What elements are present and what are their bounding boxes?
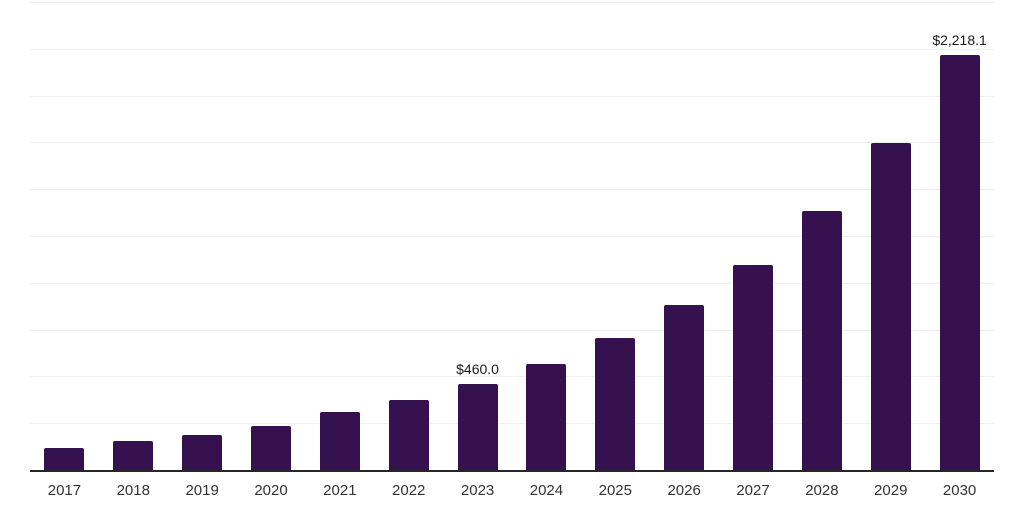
value-label-2023: $460.0 [456, 360, 499, 377]
bar-2021 [319, 411, 360, 470]
bar-2025 [595, 338, 636, 470]
gridline [30, 189, 994, 191]
x-tick-label-2025: 2025 [598, 482, 632, 499]
bar-2027 [733, 265, 773, 470]
gridline [30, 423, 994, 425]
gridline [30, 282, 994, 284]
x-axis-tick-labels: 2017 2018 2019 2020 2021 2022 2023 2024 2025 2026… [30, 482, 994, 499]
x-tick-label-2017: 2017 [47, 482, 82, 499]
x-tick-label-2028: 2028 [805, 482, 839, 499]
x-tick-label-2024: 2024 [529, 482, 564, 499]
bar-2026 [664, 305, 705, 470]
gridline [30, 376, 994, 378]
bar-2023 [457, 383, 498, 470]
bar-2028 [801, 210, 842, 470]
bar-2022 [388, 400, 429, 470]
bar-2019 [182, 434, 223, 470]
plot-area: $460.0 $2,218.1 [30, 2, 994, 470]
bar-2018 [113, 440, 154, 470]
x-tick-label-2029: 2029 [874, 482, 908, 499]
x-tick-label-2030: 2030 [942, 482, 977, 499]
x-tick-label-2022: 2022 [392, 482, 426, 499]
bar-2024 [526, 363, 567, 470]
bar-2029 [870, 142, 911, 470]
bar-2017 [44, 447, 85, 470]
gridline [30, 329, 994, 331]
x-tick-label-2027: 2027 [736, 482, 770, 499]
x-tick-label-2020: 2020 [254, 482, 288, 499]
gridline [30, 48, 994, 50]
value-label-2030: $2,218.1 [932, 31, 987, 48]
bar-2030 [939, 54, 980, 470]
gridline [30, 142, 994, 144]
x-tick-label-2023: 2023 [460, 482, 495, 499]
x-tick-label-2026: 2026 [667, 482, 701, 499]
bar-2020 [251, 425, 291, 470]
x-tick-label-2019: 2019 [185, 482, 219, 499]
gridline [30, 2, 994, 3]
x-tick-label-2018: 2018 [116, 482, 150, 499]
x-tick-label-2021: 2021 [323, 482, 357, 499]
gridline [30, 236, 994, 237]
gridline [30, 95, 994, 97]
x-axis-line [30, 470, 994, 472]
